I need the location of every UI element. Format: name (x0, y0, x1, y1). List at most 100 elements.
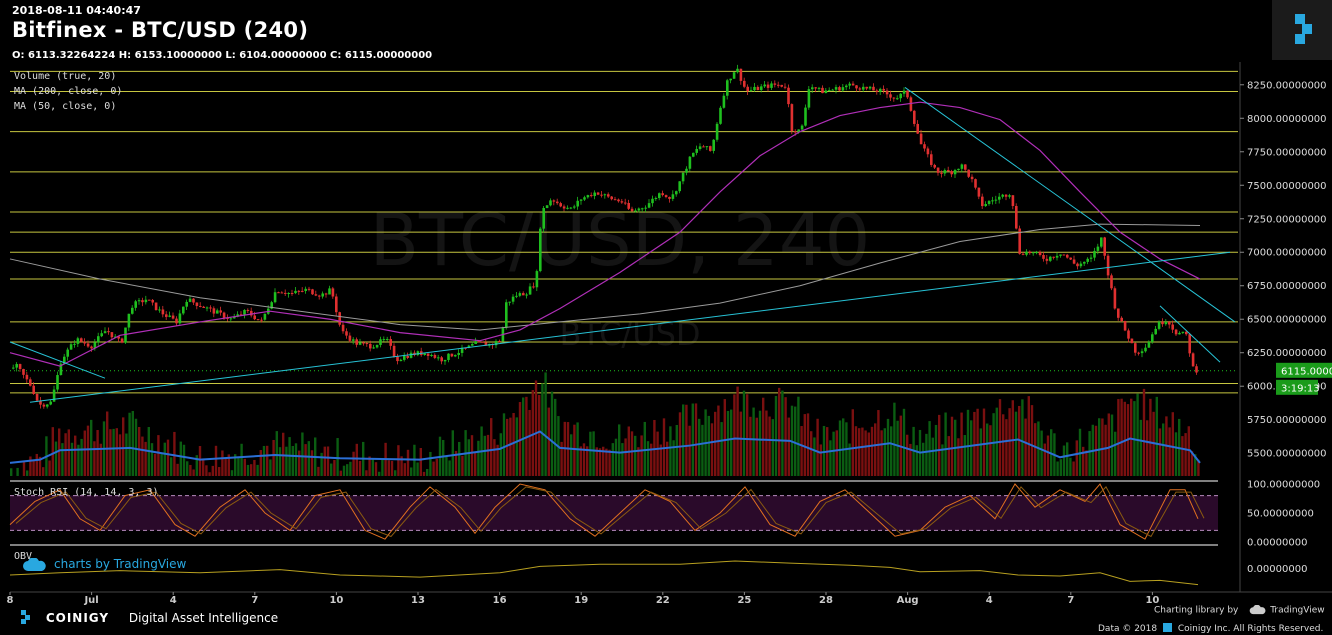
candle-body (454, 355, 457, 357)
candle-body (46, 404, 49, 407)
volume-bar (403, 463, 406, 476)
candle-body (76, 338, 80, 344)
volume-bar (246, 464, 250, 476)
volume-bar (96, 430, 99, 476)
price-tick-label: 8000.00000000 (1247, 114, 1327, 125)
ma200-indicator-label[interactable]: MA (200, close, 0) (14, 86, 123, 97)
volume-bar (682, 404, 685, 476)
volume-bar (643, 421, 646, 476)
volume-bar (931, 437, 934, 476)
candle-body (324, 293, 328, 295)
volume-bar (662, 418, 666, 476)
time-tick-label: Jul (83, 595, 98, 606)
candle-body (722, 95, 726, 108)
candle-body (409, 352, 413, 358)
volume-bar (342, 465, 346, 476)
candle-body (984, 204, 987, 207)
footer-brand[interactable]: COINIGY Digital Asset Intelligence (18, 610, 278, 625)
tradingview-credit[interactable]: charts by TradingView (22, 556, 186, 572)
volume-bar (608, 449, 611, 476)
candle-body (341, 324, 345, 332)
candle-body (134, 301, 137, 308)
stoch-tick-label: 0.00000000 (1247, 538, 1307, 549)
ma50-indicator-label[interactable]: MA (50, close, 0) (14, 101, 117, 112)
volume-bar (61, 443, 64, 476)
candle-body (1130, 338, 1134, 344)
footer-brand-name: COINIGY (45, 611, 110, 625)
volume-bar (902, 408, 906, 476)
candle-body (756, 86, 760, 91)
candle-body (1123, 320, 1127, 331)
volume-bar (1030, 405, 1034, 476)
candle-body (732, 72, 736, 79)
volume-bar (285, 446, 288, 476)
candle-body (862, 86, 865, 90)
timestamp: 2018-08-11 04:40:47 (12, 4, 141, 17)
candle-body (807, 89, 811, 108)
volume-bar (979, 428, 982, 476)
volume-bar (74, 435, 77, 476)
candle-body (182, 306, 185, 314)
candle-body (834, 87, 838, 90)
candle-body (212, 308, 216, 314)
trend-line (1159, 305, 1221, 363)
time-tick-label: 28 (819, 595, 833, 606)
volume-bar (1117, 399, 1120, 476)
stoch-rsi-label[interactable]: Stoch RSI (14, 14, 3, 3) (14, 487, 159, 498)
volume-bar (691, 403, 694, 476)
volume-bar (883, 428, 886, 476)
volume-bar (365, 470, 368, 476)
candle-body (896, 98, 899, 100)
volume-bar (842, 418, 845, 476)
coinigy-mark-icon (21, 610, 30, 624)
candle-body (56, 375, 59, 390)
volume-bar (797, 396, 800, 476)
volume-bar (326, 446, 330, 476)
candle-body (950, 171, 953, 175)
time-tick-label: 10 (329, 595, 343, 606)
candle-body (151, 299, 154, 303)
candle-body (287, 293, 290, 295)
price-tick-label: 6250.00000000 (1247, 348, 1327, 359)
candle-body (872, 86, 875, 91)
volume-bar (800, 426, 803, 476)
volume-bar (810, 431, 813, 476)
candle-body (127, 313, 131, 328)
candle-body (205, 307, 209, 309)
volume-bar (909, 443, 912, 476)
obv-label[interactable]: OBV (14, 551, 33, 562)
candle-body (93, 342, 97, 349)
volume-bar (1190, 451, 1194, 476)
candle-body (824, 90, 828, 94)
volume-bar (499, 433, 502, 476)
volume-bar (1187, 426, 1190, 476)
volume-bar (141, 436, 144, 476)
volume-bar (803, 414, 806, 476)
candle-body (477, 341, 481, 343)
volume-bar (16, 467, 19, 476)
candle-body (620, 201, 624, 203)
volume-bar (458, 441, 461, 476)
candle-body (671, 194, 675, 199)
volume-bar (333, 460, 336, 476)
volume-bar (550, 391, 554, 476)
candle-body (511, 296, 515, 302)
volume-indicator-label[interactable]: Volume (true, 20) (14, 71, 117, 82)
volume-bar (1069, 457, 1072, 476)
candle-body (974, 179, 977, 188)
candle-body (532, 286, 535, 288)
candle-body (256, 319, 260, 321)
volume-bar (986, 423, 989, 476)
coinigy-logo[interactable] (1272, 0, 1332, 60)
candle-body (447, 353, 450, 360)
candle-body (460, 347, 464, 353)
charting-library-credit[interactable]: Charting library by TradingView (1154, 604, 1325, 616)
candle-body (392, 345, 396, 357)
candle-body (494, 341, 498, 346)
volume-bar (426, 469, 429, 476)
volume-bar (813, 437, 816, 476)
candle-body (695, 148, 698, 153)
candle-body (991, 200, 994, 202)
volume-bar (589, 431, 592, 476)
ma200-line (9, 223, 1201, 331)
